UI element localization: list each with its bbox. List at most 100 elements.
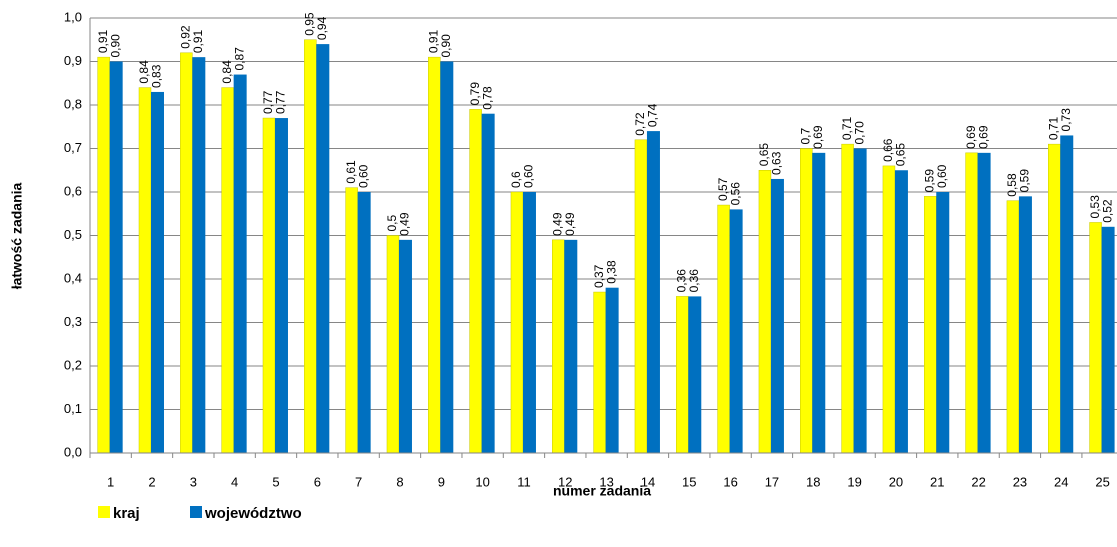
bar bbox=[729, 209, 743, 453]
value-label: 0,79 bbox=[468, 82, 482, 106]
value-label: 0,87 bbox=[232, 47, 246, 71]
bar bbox=[1101, 226, 1115, 453]
x-tick-label: 9 bbox=[438, 474, 445, 489]
bar bbox=[97, 56, 110, 454]
x-tick-label: 7 bbox=[355, 474, 362, 489]
bar bbox=[977, 152, 991, 453]
bar bbox=[316, 44, 330, 453]
x-tick-label: 2 bbox=[148, 474, 155, 489]
value-label: 0,57 bbox=[716, 177, 730, 201]
value-label: 0,71 bbox=[1046, 116, 1060, 140]
value-label: 0,71 bbox=[840, 116, 854, 140]
value-label: 0,60 bbox=[356, 164, 370, 188]
legend-label: województwo bbox=[204, 505, 302, 522]
bar bbox=[150, 91, 164, 453]
value-label: 0,74 bbox=[646, 103, 660, 127]
value-label: 0,91 bbox=[96, 29, 110, 53]
value-label: 0,49 bbox=[563, 212, 577, 236]
y-tick-label: 0,6 bbox=[64, 183, 82, 198]
x-tick-label: 11 bbox=[517, 474, 531, 489]
y-tick-label: 0,3 bbox=[64, 314, 82, 329]
y-tick-label: 0,0 bbox=[64, 444, 82, 459]
bar bbox=[770, 178, 784, 453]
bar bbox=[469, 109, 482, 454]
bar bbox=[936, 192, 950, 453]
value-label: 0,63 bbox=[770, 151, 784, 175]
value-label: 0,36 bbox=[687, 269, 701, 293]
value-label: 0,72 bbox=[633, 112, 647, 136]
bar bbox=[634, 139, 648, 454]
value-label: 0,56 bbox=[728, 182, 742, 206]
bar bbox=[552, 239, 565, 454]
value-label: 0,37 bbox=[592, 264, 606, 288]
bar bbox=[593, 291, 606, 454]
value-label: 0,69 bbox=[976, 125, 990, 149]
y-tick-label: 0,4 bbox=[64, 270, 82, 285]
x-tick-label: 15 bbox=[682, 474, 696, 489]
value-label: 0,5 bbox=[385, 214, 399, 231]
bar bbox=[688, 296, 702, 453]
value-label: 0,84 bbox=[220, 60, 234, 84]
bar bbox=[510, 191, 524, 454]
value-label: 0,84 bbox=[137, 60, 151, 84]
x-tick-label: 14 bbox=[641, 474, 655, 489]
value-label: 0,77 bbox=[274, 90, 288, 114]
value-label: 0,65 bbox=[894, 143, 908, 167]
bar bbox=[262, 117, 276, 454]
x-tick-label: 18 bbox=[806, 474, 820, 489]
bar bbox=[138, 87, 152, 454]
value-label: 0,77 bbox=[261, 90, 275, 114]
bar bbox=[758, 170, 772, 454]
value-label: 0,60 bbox=[522, 164, 536, 188]
x-tick-label: 24 bbox=[1054, 474, 1068, 489]
bar bbox=[894, 170, 908, 453]
value-label: 0,61 bbox=[344, 160, 358, 184]
bar bbox=[398, 239, 412, 453]
bar bbox=[924, 196, 937, 454]
bar bbox=[564, 239, 578, 453]
x-tick-label: 21 bbox=[930, 474, 944, 489]
x-tick-label: 13 bbox=[599, 474, 613, 489]
bar bbox=[1018, 196, 1032, 453]
x-tick-label: 1 bbox=[107, 474, 114, 489]
x-tick-label: 12 bbox=[558, 474, 572, 489]
value-label: 0,78 bbox=[480, 86, 494, 110]
bar bbox=[1089, 222, 1102, 454]
x-tick-label: 6 bbox=[314, 474, 321, 489]
y-tick-label: 0,9 bbox=[64, 53, 82, 68]
x-tick-label: 3 bbox=[190, 474, 197, 489]
value-label: 0,65 bbox=[757, 143, 771, 167]
x-tick-label: 19 bbox=[847, 474, 861, 489]
x-tick-label: 8 bbox=[396, 474, 403, 489]
value-label: 0,58 bbox=[1005, 173, 1019, 197]
value-label: 0,59 bbox=[922, 169, 936, 193]
value-label: 0,95 bbox=[302, 12, 316, 36]
value-label: 0,94 bbox=[315, 16, 329, 40]
x-tick-label: 10 bbox=[475, 474, 489, 489]
bar bbox=[481, 113, 495, 453]
bar bbox=[274, 118, 288, 454]
bar bbox=[428, 56, 441, 454]
x-tick-label: 25 bbox=[1095, 474, 1109, 489]
value-label: 0,52 bbox=[1100, 199, 1114, 223]
bar bbox=[841, 143, 854, 454]
bar bbox=[676, 296, 689, 454]
bar bbox=[965, 152, 978, 454]
bar bbox=[522, 192, 536, 453]
bar bbox=[221, 87, 234, 454]
x-tick-label: 17 bbox=[765, 474, 779, 489]
value-label: 0,60 bbox=[935, 164, 949, 188]
value-label: 0,49 bbox=[398, 212, 412, 236]
value-label: 0,69 bbox=[964, 125, 978, 149]
y-axis-title: łatwość zadania bbox=[9, 182, 25, 289]
y-tick-label: 0,2 bbox=[64, 357, 82, 372]
value-label: 0,91 bbox=[191, 29, 205, 53]
bar bbox=[440, 61, 454, 453]
value-label: 0,53 bbox=[1088, 195, 1102, 219]
x-tick-label: 20 bbox=[889, 474, 903, 489]
legend-swatch bbox=[98, 506, 110, 518]
y-tick-label: 0,7 bbox=[64, 140, 82, 155]
y-tick-label: 0,1 bbox=[64, 401, 82, 416]
